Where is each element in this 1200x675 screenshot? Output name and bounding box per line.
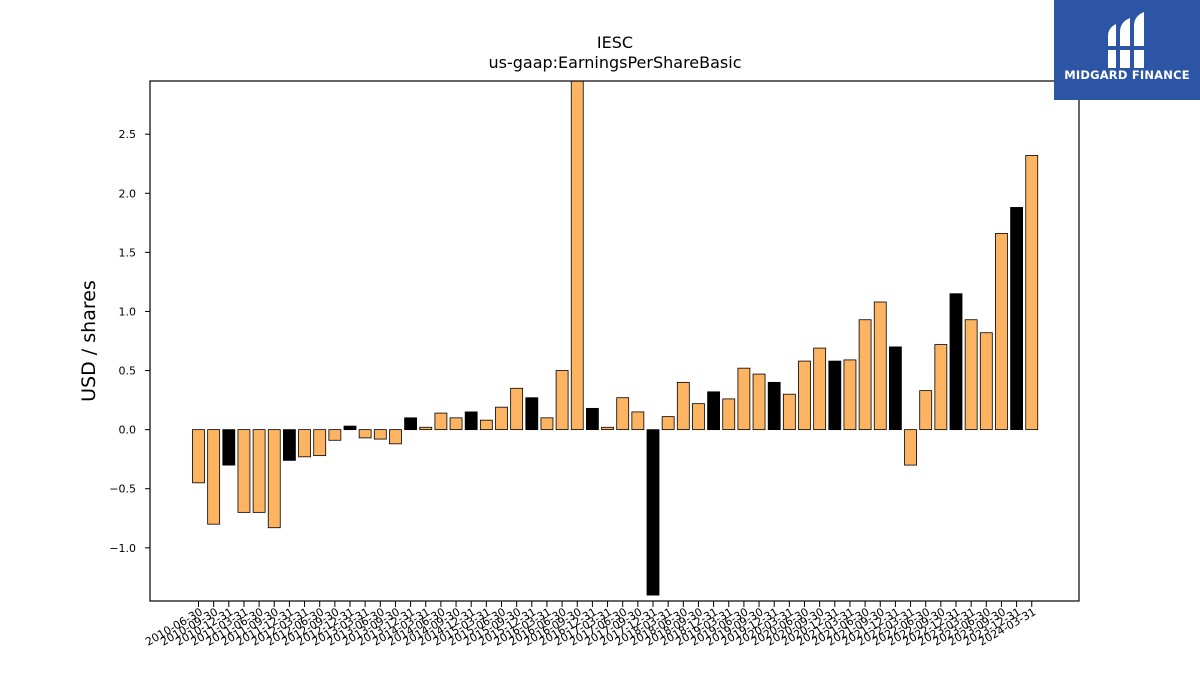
y-tick-label: 0.0 xyxy=(119,424,137,437)
bar xyxy=(919,390,933,431)
bar xyxy=(252,429,266,513)
bar xyxy=(692,403,705,431)
bar xyxy=(979,332,993,431)
bar xyxy=(1025,155,1039,431)
bars-group xyxy=(192,81,1039,596)
bar xyxy=(858,319,872,431)
bar xyxy=(419,426,433,431)
bar xyxy=(525,397,539,431)
bar xyxy=(389,429,402,445)
y-tick-label: 0.5 xyxy=(119,365,137,378)
bar xyxy=(767,381,781,431)
bar xyxy=(828,360,842,431)
plot-frame xyxy=(149,80,1080,602)
y-tick-label: −0.5 xyxy=(109,483,136,496)
bar xyxy=(949,293,963,431)
bar xyxy=(434,412,448,431)
bar xyxy=(282,429,296,461)
bar xyxy=(313,429,327,457)
bar xyxy=(995,233,1008,431)
y-tick-label: −1.0 xyxy=(109,542,136,555)
bar xyxy=(752,373,766,431)
bar xyxy=(479,419,493,431)
bar xyxy=(707,391,720,431)
bar xyxy=(358,429,372,439)
bar xyxy=(889,346,902,431)
bar xyxy=(873,301,887,431)
y-tick-label: 2.5 xyxy=(119,128,137,141)
bar xyxy=(782,393,796,431)
bar xyxy=(570,81,584,431)
y-tick-label: 1.0 xyxy=(119,305,137,318)
y-axis-label: USD / shares xyxy=(78,280,100,402)
bar xyxy=(267,429,281,529)
bar xyxy=(449,417,463,431)
bar xyxy=(813,347,827,431)
y-tick-label: 2.0 xyxy=(119,187,137,200)
chart-title: IESC xyxy=(597,33,633,52)
bar xyxy=(646,429,660,596)
bar xyxy=(192,429,205,484)
bar xyxy=(555,370,569,431)
y-tick-label: 1.5 xyxy=(119,246,137,259)
bar xyxy=(934,344,948,431)
bar xyxy=(798,360,811,431)
bar xyxy=(495,406,508,431)
bar xyxy=(631,411,645,431)
bar xyxy=(328,429,342,441)
bar xyxy=(843,359,857,431)
bar xyxy=(661,416,675,431)
brand-name: MIDGARD FINANCE xyxy=(1064,68,1190,82)
bar xyxy=(237,429,251,513)
chart-subtitle: us-gaap:EarningsPerShareBasic xyxy=(488,53,741,72)
bar xyxy=(298,429,311,458)
bar xyxy=(207,429,221,525)
bar xyxy=(616,397,630,431)
bar xyxy=(373,429,387,440)
bar xyxy=(586,407,599,431)
bar xyxy=(1010,207,1023,431)
bar xyxy=(404,417,418,431)
bar xyxy=(722,398,736,431)
bar xyxy=(222,429,236,466)
bar xyxy=(964,319,978,431)
bar xyxy=(510,387,524,431)
bar xyxy=(676,381,690,431)
midgard-finance-logo: MIDGARD FINANCE xyxy=(1054,0,1200,100)
bar xyxy=(464,411,478,431)
bar xyxy=(540,417,554,431)
bar xyxy=(737,367,751,431)
midgard-logo-icon xyxy=(1102,12,1152,68)
bar xyxy=(904,429,917,466)
bar xyxy=(343,425,357,431)
bar xyxy=(601,426,614,431)
